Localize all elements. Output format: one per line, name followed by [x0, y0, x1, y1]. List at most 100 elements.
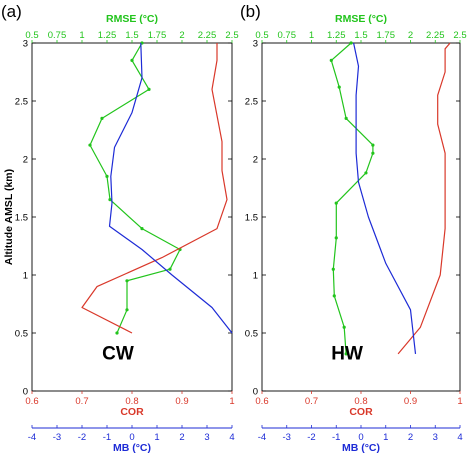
- rmse-tick-label: 2.5: [225, 30, 238, 41]
- rmse-tick-label: 1.25: [327, 30, 346, 41]
- mb-tick-label: 2: [408, 432, 413, 443]
- mb-tick-label: -1: [332, 432, 340, 443]
- y-tick-label: 0.5: [245, 329, 258, 340]
- rmse-data-point: [125, 308, 129, 312]
- cor-axis-title: COR: [349, 406, 373, 418]
- rmse-tick-label: 0.5: [25, 30, 38, 41]
- rmse-data-point: [105, 174, 109, 178]
- cor-tick-label: 0.9: [175, 396, 188, 407]
- rmse-tick-label: 0.75: [278, 30, 297, 41]
- mb-tick-label: -3: [283, 432, 291, 443]
- rmse-data-point: [364, 171, 368, 175]
- panel-annotation: CW: [102, 344, 134, 365]
- mb-tick-label: -2: [78, 432, 86, 443]
- rmse-tick-label: 2.5: [453, 30, 466, 41]
- cor-series-line: [81, 43, 228, 334]
- y-tick-label: 0: [23, 387, 28, 398]
- cor-tick-label: 0.7: [75, 396, 88, 407]
- rmse-data-point: [337, 85, 341, 89]
- y-tick-label: 0: [253, 387, 258, 398]
- rmse-data-point: [140, 227, 144, 231]
- panel-annotation: HW: [331, 344, 363, 365]
- cor-series-line: [397, 42, 451, 355]
- rmse-tick-label: 2.25: [198, 30, 217, 41]
- rmse-tick-label: 1: [79, 30, 84, 41]
- rmse-data-point: [349, 41, 353, 45]
- cor-tick-label: 0.8: [354, 396, 367, 407]
- y-tick-label: 1: [253, 271, 258, 282]
- panel-label: (b): [240, 2, 261, 21]
- rmse-data-point: [331, 267, 335, 271]
- mb-tick-label: 1: [154, 432, 159, 443]
- mb-series-line: [353, 42, 417, 354]
- rmse-tick-label: 1.5: [354, 30, 367, 41]
- mb-tick-label: 0: [129, 432, 134, 443]
- y-tick-label: 2.5: [15, 97, 28, 108]
- rmse-series-line: [89, 42, 181, 334]
- mb-tick-label: 0: [358, 432, 363, 443]
- y-tick-label: 1.5: [245, 213, 258, 224]
- y-tick-label: 2: [23, 155, 28, 166]
- mb-tick-label: 3: [433, 432, 438, 443]
- y-axis-title: Altitude AMSL (km): [3, 169, 15, 265]
- plot-frame: [261, 42, 461, 392]
- rmse-tick-label: 1: [309, 30, 314, 41]
- rmse-series-line: [330, 42, 374, 354]
- rmse-tick-label: 2: [179, 30, 184, 41]
- mb-tick-label: -2: [307, 432, 315, 443]
- rmse-data-point: [168, 267, 172, 271]
- mb-axis-title: MB (°C): [342, 442, 380, 454]
- rmse-data-point: [88, 143, 92, 147]
- mb-tick-label: 1: [383, 432, 388, 443]
- rmse-tick-label: 1.75: [377, 30, 396, 41]
- mb-tick-label: -1: [103, 432, 111, 443]
- mb-tick-label: 4: [457, 432, 462, 443]
- mb-tick-label: -4: [258, 432, 266, 443]
- rmse-tick-label: 0.75: [48, 30, 67, 41]
- rmse-data-point: [329, 58, 333, 63]
- rmse-data-point: [332, 294, 336, 298]
- mb-tick-label: -4: [28, 432, 36, 443]
- y-tick-label: 3: [253, 39, 258, 50]
- cor-tick-label: 1: [457, 396, 462, 407]
- y-tick-label: 2: [253, 155, 258, 166]
- rmse-data-point: [371, 151, 375, 155]
- mb-tick-label: -3: [53, 432, 61, 443]
- mb-tick-label: 2: [179, 432, 184, 443]
- cor-tick-label: 0.6: [25, 396, 38, 407]
- mb-tick-label: 4: [229, 432, 234, 443]
- panel-a: (a) 0 0.5 1 1.5 2 2.5 3 Altitude AMSL (km) 0.5 0.7…: [1, 2, 239, 454]
- rmse-data-point: [147, 87, 151, 91]
- rmse-axis-title: RMSE (°C): [106, 13, 158, 25]
- rmse-tick-label: 2.25: [426, 30, 445, 41]
- rmse-data-point: [334, 236, 338, 240]
- plot-frame: [31, 42, 233, 392]
- y-tick-label: 0.5: [15, 329, 28, 340]
- mb-tick-label: 3: [204, 432, 209, 443]
- rmse-tick-label: 1.25: [98, 30, 117, 41]
- rmse-data-point: [344, 116, 348, 120]
- rmse-data-point: [108, 198, 112, 202]
- rmse-data-point: [115, 331, 119, 335]
- cor-tick-label: 0.9: [404, 396, 417, 407]
- rmse-tick-label: 1.5: [125, 30, 138, 41]
- rmse-data-point: [344, 352, 348, 356]
- cor-tick-label: 0.6: [255, 396, 268, 407]
- mb-axis-title: MB (°C): [113, 442, 151, 454]
- cor-axis-title: COR: [120, 406, 144, 418]
- panel-b: (b)00.511.522.530.5 0.75 1 1.25 1.5 1.75 2 2.25…: [240, 2, 467, 454]
- y-tick-label: 1.5: [15, 213, 28, 224]
- mb-series-line: [108, 42, 233, 334]
- rmse-tick-label: 1.75: [148, 30, 167, 41]
- rmse-data-point: [334, 201, 338, 205]
- cor-tick-label: 0.8: [125, 396, 138, 407]
- rmse-tick-label: 0.5: [255, 30, 268, 41]
- rmse-data-point: [342, 325, 346, 329]
- panel-label: (a): [1, 2, 22, 21]
- rmse-data-point: [130, 58, 134, 63]
- y-tick-label: 2.5: [245, 97, 258, 108]
- rmse-axis-title: RMSE (°C): [335, 13, 387, 25]
- cor-tick-label: 0.7: [305, 396, 318, 407]
- cor-tick-label: 1: [229, 396, 234, 407]
